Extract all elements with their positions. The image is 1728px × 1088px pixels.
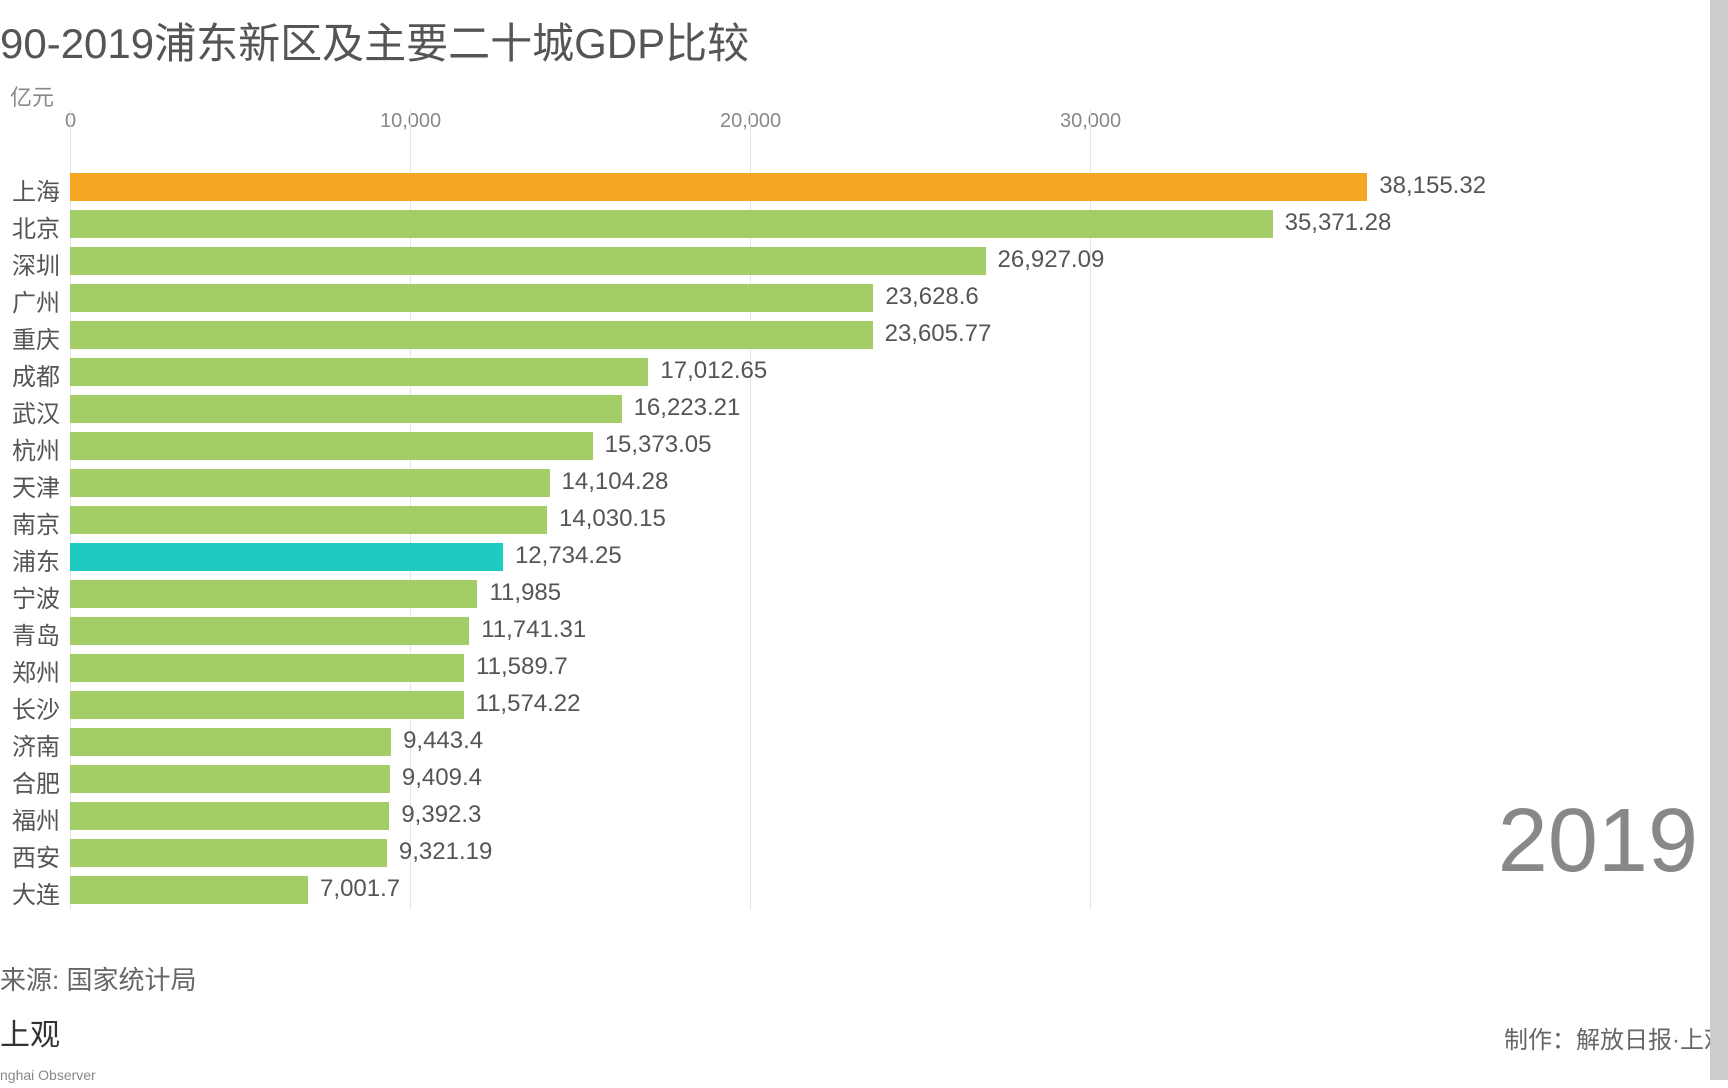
bar-row: 上海38,155.32 [70,170,1430,204]
bar-value: 17,012.65 [660,357,767,385]
chart-title: 90-2019浦东新区及主要二十城GDP比较 [0,10,749,71]
bar-row: 深圳26,927.09 [70,244,1430,278]
publisher-logo: 上观 nghai Observer [0,1010,96,1088]
bar-value: 12,734.25 [515,542,622,570]
bar [70,321,873,349]
bar [70,802,389,830]
bar [70,543,503,571]
city-label: 深圳 [0,246,60,281]
city-label: 长沙 [0,690,60,725]
city-label: 青岛 [0,616,60,651]
city-label: 浦东 [0,542,60,577]
bar-row: 北京35,371.28 [70,207,1430,241]
bar-row: 浦东12,734.25 [70,540,1430,574]
bar-row: 郑州11,589.7 [70,651,1430,685]
city-label: 西安 [0,838,60,873]
bar-value: 11,574.22 [476,690,581,718]
bar [70,876,308,904]
bar-value: 26,927.09 [998,246,1105,274]
bar-value: 16,223.21 [634,394,741,422]
city-label: 杭州 [0,431,60,466]
bar [70,765,390,793]
chart-container: 90-2019浦东新区及主要二十城GDP比较 亿元 010,00020,0003… [0,0,1728,1080]
city-label: 济南 [0,727,60,762]
bar [70,654,464,682]
city-label: 宁波 [0,579,60,614]
city-label: 广州 [0,283,60,318]
bar-value: 23,628.6 [885,283,978,311]
city-label: 合肥 [0,764,60,799]
city-label: 天津 [0,468,60,503]
bar-value: 35,371.28 [1285,209,1392,237]
plot-area: 上海38,155.32北京35,371.28深圳26,927.09广州23,62… [70,170,1430,910]
city-label: 成都 [0,357,60,392]
bar-value: 9,443.4 [403,727,483,755]
right-edge-strip [1710,0,1728,1080]
bar-row: 青岛11,741.31 [70,614,1430,648]
bar-value: 9,392.3 [401,801,481,829]
bar-value: 14,030.15 [559,505,666,533]
year-label: 2019 [1498,790,1698,893]
city-label: 郑州 [0,653,60,688]
bar-value: 15,373.05 [605,431,712,459]
bar-value: 9,409.4 [402,764,482,792]
bar-value: 11,741.31 [481,616,586,644]
bar-row: 武汉16,223.21 [70,392,1430,426]
city-label: 武汉 [0,394,60,429]
bar [70,728,391,756]
bar-row: 杭州15,373.05 [70,429,1430,463]
bar-value: 9,321.19 [399,838,492,866]
bar-value: 11,589.7 [476,653,568,681]
bar-value: 11,985 [489,579,561,607]
bar-row: 济南9,443.4 [70,725,1430,759]
city-label: 重庆 [0,320,60,355]
bar-row: 重庆23,605.77 [70,318,1430,352]
logo-sub: nghai Observer [0,1067,96,1083]
bar-value: 7,001.7 [320,875,400,903]
credit-label: 制作：解放日报·上观 [1504,1020,1728,1055]
city-label: 上海 [0,172,60,207]
city-label: 南京 [0,505,60,540]
bar [70,173,1367,201]
bar [70,506,547,534]
bar-value: 38,155.32 [1379,172,1486,200]
bar [70,395,622,423]
bar-row: 大连7,001.7 [70,873,1430,907]
bar-row: 天津14,104.28 [70,466,1430,500]
bar-row: 成都17,012.65 [70,355,1430,389]
bar [70,210,1273,238]
bar-row: 广州23,628.6 [70,281,1430,315]
city-label: 北京 [0,209,60,244]
city-label: 大连 [0,875,60,910]
logo-main: 上观 [0,1019,60,1052]
bar-row: 合肥9,409.4 [70,762,1430,796]
bar-value: 23,605.77 [885,320,992,348]
bar [70,432,593,460]
bar-row: 长沙11,574.22 [70,688,1430,722]
bar [70,469,550,497]
bar [70,580,477,608]
bar [70,358,648,386]
bar-value: 14,104.28 [562,468,669,496]
bar-row: 南京14,030.15 [70,503,1430,537]
bar [70,247,986,275]
city-label: 福州 [0,801,60,836]
bar-row: 福州9,392.3 [70,799,1430,833]
bar [70,691,464,719]
bar-row: 西安9,321.19 [70,836,1430,870]
bar [70,617,469,645]
bar-row: 宁波11,985 [70,577,1430,611]
bar [70,284,873,312]
source-label: 来源: 国家统计局 [0,960,196,997]
unit-label: 亿元 [10,80,54,112]
bar [70,839,387,867]
